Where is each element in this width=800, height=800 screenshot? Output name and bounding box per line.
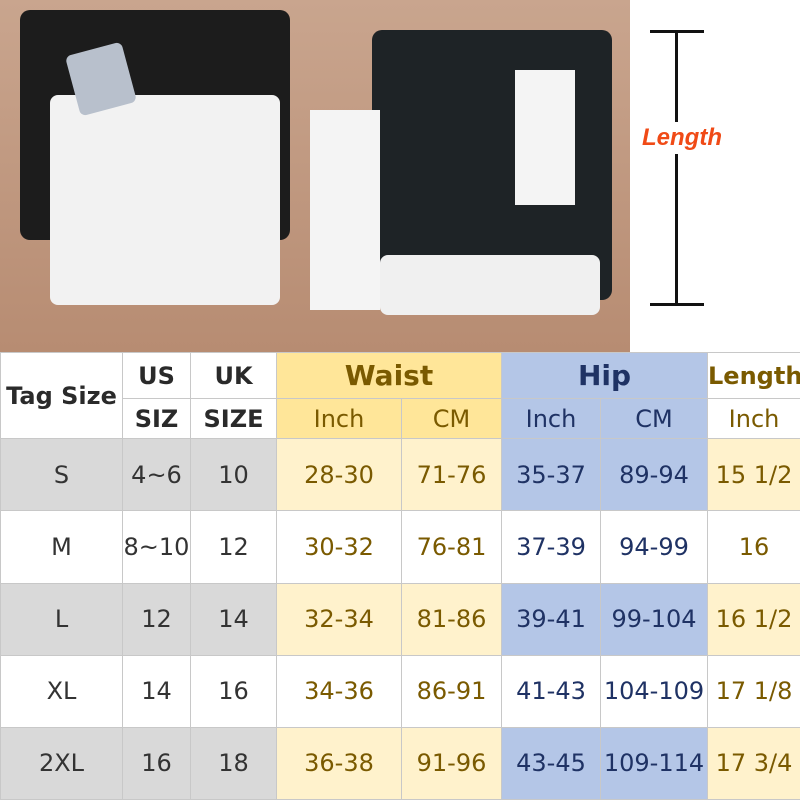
- header-row: Tag Size US UK Waist Hip Length: [0, 351, 800, 440]
- waist-cm-cell: 91-96: [401, 726, 502, 800]
- towel: [310, 110, 380, 310]
- white-liner-right: [380, 255, 600, 315]
- tag-size-cell: XL: [0, 654, 123, 728]
- hip-cm-cell: 89-94: [599, 438, 709, 512]
- waist-cm-cell: 81-86: [401, 582, 502, 656]
- table-row: 2XL 16 18 36-38 91-96 43-45 109-114 17 3/4: [0, 726, 800, 800]
- us-size-header-2: SIZ: [122, 398, 191, 440]
- product-photo: Length: [0, 0, 800, 352]
- length-inch-cell: 15 1/2: [707, 438, 800, 512]
- us-size-cell: 12: [122, 582, 191, 656]
- uk-size-header: UK: [190, 351, 277, 400]
- tag-size-cell: S: [0, 438, 123, 512]
- size-chart-table: Tag Size US UK Waist Hip Length SIZ SIZE…: [0, 351, 800, 800]
- uk-size-cell: 18: [190, 726, 277, 800]
- length-inch-cell: 17 3/4: [707, 726, 800, 800]
- length-label: Length: [640, 122, 724, 154]
- hip-inch-cell: 43-45: [501, 726, 601, 800]
- table-row: S 4~6 10 28-30 71-76 35-37 89-94 15 1/2: [0, 438, 800, 512]
- hip-cm-cell: 104-109: [599, 654, 709, 728]
- towel-right: [515, 70, 575, 205]
- length-inch-cell: 17 1/8: [707, 654, 800, 728]
- length-inch-cell: 16: [707, 510, 800, 584]
- hip-header: Hip: [500, 351, 709, 400]
- hip-inch-header: Inch: [501, 398, 601, 440]
- waist-cm-cell: 71-76: [401, 438, 502, 512]
- table-row: L 12 14 32-34 81-86 39-41 99-104 16 1/2: [0, 582, 800, 656]
- us-size-header: US: [122, 351, 191, 400]
- us-size-cell: 4~6: [122, 438, 191, 512]
- length-header: Length: [707, 351, 800, 400]
- hip-cm-cell: 109-114: [599, 726, 709, 800]
- length-bar-line: [675, 30, 678, 306]
- length-bar-bottom: [650, 303, 704, 306]
- waist-inch-cell: 32-34: [276, 582, 402, 656]
- table-row: XL 14 16 34-36 86-91 41-43 104-109 17 1/8: [0, 654, 800, 728]
- uk-size-cell: 16: [190, 654, 277, 728]
- hip-inch-cell: 35-37: [501, 438, 601, 512]
- uk-size-cell: 12: [190, 510, 277, 584]
- waist-inch-cell: 30-32: [276, 510, 402, 584]
- table-row: M 8~10 12 30-32 76-81 37-39 94-99 16: [0, 510, 800, 584]
- waist-header: Waist: [276, 351, 502, 400]
- subheader-row: SIZ SIZE Inch CM Inch CM Inch: [1, 398, 800, 440]
- tag-size-cell: L: [0, 582, 123, 656]
- us-size-cell: 16: [122, 726, 191, 800]
- tag-size-cell: M: [0, 510, 123, 584]
- waist-inch-cell: 28-30: [276, 438, 402, 512]
- tag-size-header: Tag Size: [0, 351, 123, 440]
- tag-size-cell: 2XL: [0, 726, 123, 800]
- us-size-cell: 14: [122, 654, 191, 728]
- us-size-cell: 8~10: [122, 510, 191, 584]
- white-liner-left: [50, 95, 280, 305]
- uk-size-cell: 10: [190, 438, 277, 512]
- hip-inch-cell: 39-41: [501, 582, 601, 656]
- uk-size-header-2: SIZE: [190, 398, 277, 440]
- hip-cm-cell: 99-104: [599, 582, 709, 656]
- uk-size-cell: 14: [190, 582, 277, 656]
- waist-cm-cell: 76-81: [401, 510, 502, 584]
- length-inch-cell: 16 1/2: [707, 582, 800, 656]
- waist-cm-cell: 86-91: [401, 654, 502, 728]
- waist-cm-header: CM: [401, 398, 502, 440]
- hip-inch-cell: 37-39: [501, 510, 601, 584]
- hip-inch-cell: 41-43: [501, 654, 601, 728]
- hip-cm-header: CM: [599, 398, 709, 440]
- waist-inch-cell: 36-38: [276, 726, 402, 800]
- waist-inch-cell: 34-36: [276, 654, 402, 728]
- length-inch-header: Inch: [707, 398, 800, 440]
- waist-inch-header: Inch: [276, 398, 402, 440]
- hip-cm-cell: 94-99: [599, 510, 709, 584]
